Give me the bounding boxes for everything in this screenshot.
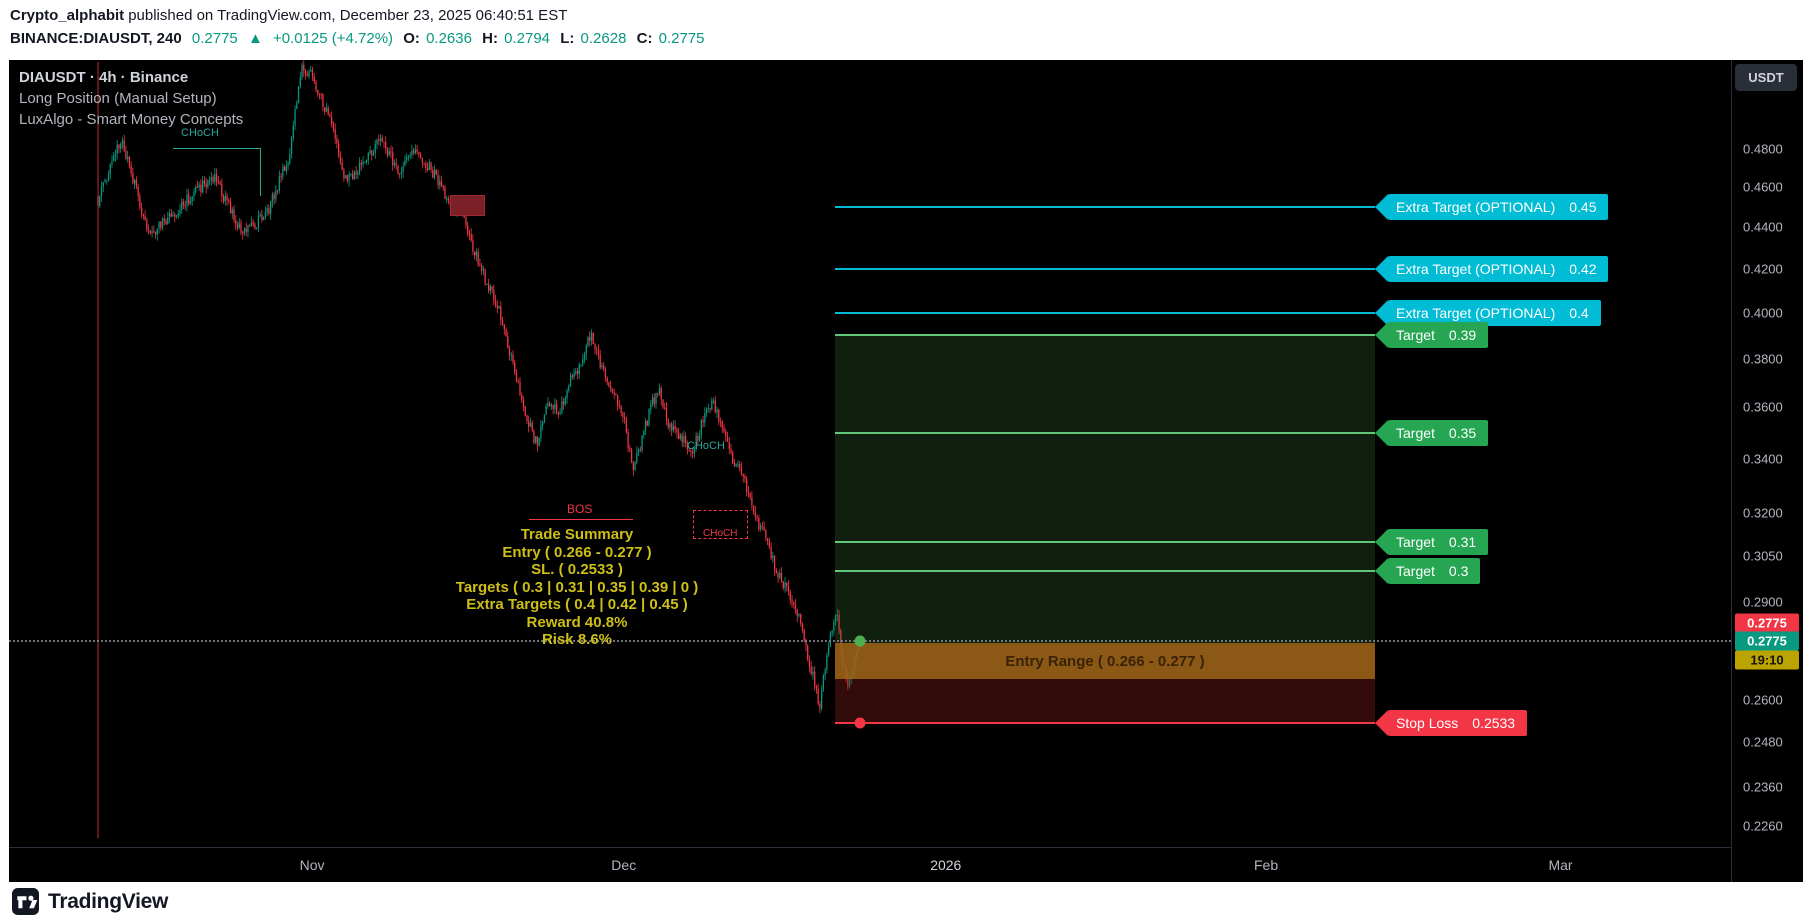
current-price-line [9, 640, 1731, 643]
close-value: 0.2775 [658, 30, 705, 47]
tradingview-logo[interactable] [12, 888, 39, 915]
candlestick-series [97, 60, 861, 839]
symbol-title[interactable]: BINANCE:DIAUSDT, 240 [10, 30, 182, 47]
entry-point-dot[interactable] [854, 635, 866, 647]
footer-branding: TradingView [12, 888, 168, 915]
trade-summary-extra-targets: Extra Targets ( 0.4 | 0.42 | 0.45 ) [466, 596, 688, 613]
trade-summary-entry: Entry ( 0.266 - 0.277 ) [502, 543, 652, 561]
target-label[interactable]: Target 0.3 [1388, 558, 1481, 585]
snapshot-header: Crypto_alphabit published on TradingView.… [10, 7, 711, 47]
extra-target-line [835, 205, 1375, 208]
choch-label-low: CHoCH [703, 528, 738, 539]
extra-target-label[interactable]: Extra Target (OPTIONAL) 0.45 [1388, 193, 1609, 220]
currency-toggle-button[interactable]: USDT [1735, 64, 1797, 91]
target-line [835, 540, 1375, 543]
supply-zone-box [450, 195, 485, 216]
bos-line [529, 519, 633, 520]
legend-position-tool[interactable]: Long Position (Manual Setup) [19, 90, 217, 107]
choch-dashed-box [693, 510, 748, 539]
trade-summary-reward: Reward 40.8% [526, 613, 628, 631]
entry-range-label: Entry Range ( 0.266 - 0.277 ) [1005, 652, 1205, 670]
legend-indicator[interactable]: LuxAlgo - Smart Money Concepts [19, 111, 244, 128]
risk-zone [835, 679, 1375, 724]
choch-structure-line-vertical [260, 148, 261, 196]
trade-summary-sl: SL. ( 0.2533 ) [531, 561, 623, 578]
target-line [835, 570, 1375, 573]
open-value: 0.2636 [426, 30, 472, 47]
extra-target-line [835, 311, 1375, 314]
target-line [835, 334, 1375, 337]
choch-label-mid: CHoCH [687, 440, 725, 452]
target-label[interactable]: Target 0.35 [1388, 419, 1489, 446]
target-label[interactable]: Target 0.39 [1388, 322, 1489, 349]
open-label: O: [403, 30, 420, 47]
trade-summary-targets: Targets ( 0.3 | 0.31 | 0.35 | 0.39 | 0 ) [455, 578, 699, 596]
high-value: 0.2794 [504, 30, 551, 47]
price-scale-separator [1731, 60, 1732, 882]
choch-structure-line [173, 148, 260, 149]
extra-target-label[interactable]: Extra Target (OPTIONAL) 0.4 [1388, 299, 1601, 326]
extra-target-line [835, 267, 1375, 270]
author-name[interactable]: Crypto_alphabit [10, 7, 125, 24]
target-label[interactable]: Target 0.31 [1388, 528, 1489, 555]
low-label: L: [560, 30, 575, 47]
chart-area[interactable]: Entry Range ( 0.266 - 0.277 ) Extra Targ… [9, 60, 1803, 882]
chart-legend: DIAUSDT · 4h · Binance Long Position (Ma… [19, 67, 243, 130]
choch-label-top: CHoCH [181, 127, 219, 139]
target-line [835, 431, 1375, 434]
profit-zone [835, 335, 1375, 643]
trade-summary-title: Trade Summary [520, 526, 634, 543]
close-label: C: [636, 30, 653, 47]
time-scale-separator [9, 847, 1731, 848]
stop-loss-label[interactable]: Stop Loss 0.2533 [1388, 710, 1528, 737]
price-change: +0.0125 (+4.72%) [272, 30, 394, 47]
trade-summary: Trade Summary Entry ( 0.266 - 0.277 ) SL… [407, 526, 747, 649]
publish-line: Crypto_alphabit published on TradingView.… [10, 7, 711, 24]
bos-label: BOS [567, 502, 593, 516]
high-label: H: [482, 30, 498, 47]
tradingview-wordmark[interactable]: TradingView [48, 889, 169, 913]
publish-info: published on TradingView.com, December 2… [128, 7, 568, 24]
extra-target-label[interactable]: Extra Target (OPTIONAL) 0.42 [1388, 255, 1609, 282]
last-price-value: 0.2775 [191, 30, 238, 47]
symbol-line: BINANCE:DIAUSDT, 240 0.2775 ▲ +0.0125 (+… [10, 30, 711, 47]
stop-point-dot[interactable] [854, 717, 866, 729]
change-arrow-icon: ▲ [247, 30, 263, 47]
trade-summary-risk: Risk 8.6% [541, 631, 613, 648]
low-value: 0.2628 [580, 30, 627, 47]
entry-zone-box[interactable]: Entry Range ( 0.266 - 0.277 ) [835, 643, 1375, 680]
legend-symbol[interactable]: DIAUSDT · 4h · Binance [19, 69, 189, 86]
stop-loss-line [835, 722, 1375, 725]
